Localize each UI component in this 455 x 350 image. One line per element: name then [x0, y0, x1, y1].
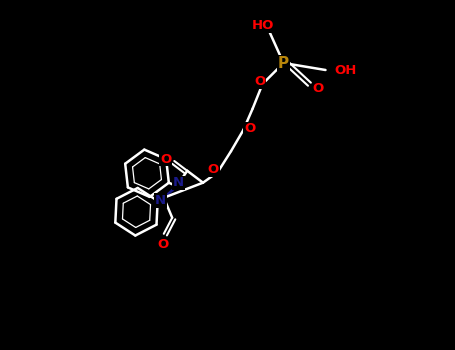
Text: O: O [157, 238, 169, 251]
Text: OH: OH [334, 63, 357, 77]
Text: HO: HO [251, 19, 274, 33]
Text: O: O [208, 163, 219, 176]
Text: O: O [312, 82, 324, 95]
Text: O: O [254, 75, 265, 89]
Text: P: P [278, 56, 289, 70]
Text: N: N [173, 176, 184, 189]
Text: O: O [244, 122, 255, 135]
Text: O: O [160, 153, 171, 166]
Text: N: N [155, 194, 166, 207]
